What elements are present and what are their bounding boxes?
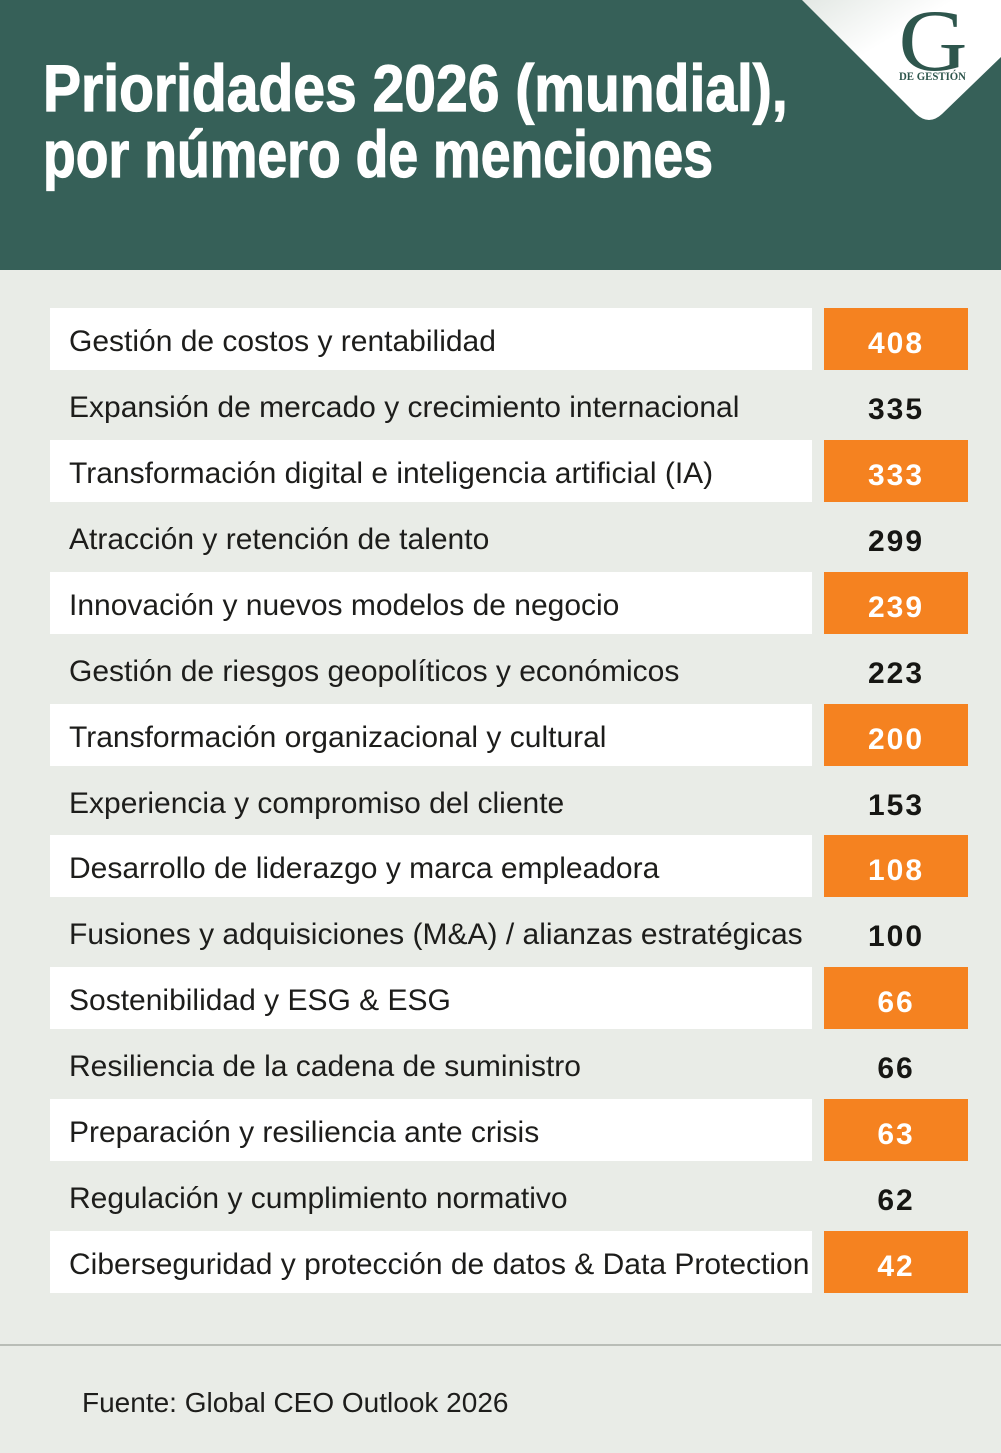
svg-text:G: G	[899, 0, 968, 90]
svg-text:DE GESTIÓN: DE GESTIÓN	[899, 69, 967, 83]
